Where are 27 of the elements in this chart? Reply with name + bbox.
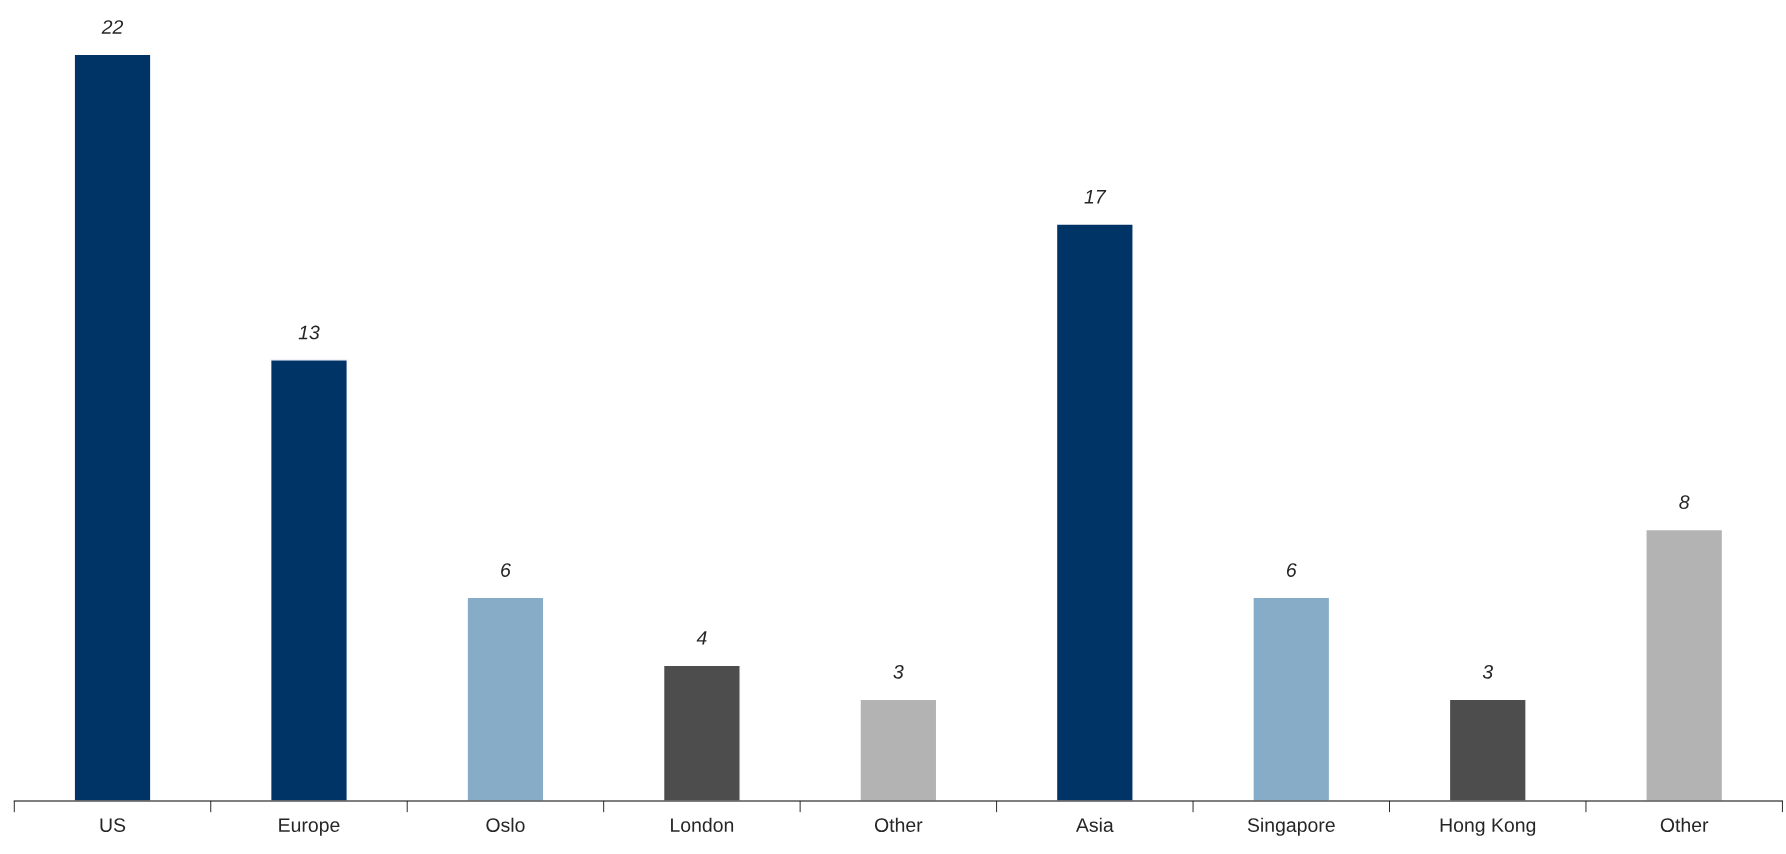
x-tick-label: Hong Kong xyxy=(1440,818,1536,836)
x-tick-label: Singapore xyxy=(1247,817,1335,836)
bar xyxy=(269,359,348,802)
x-tick-label: Other xyxy=(874,817,923,832)
bar xyxy=(1252,596,1331,802)
bar xyxy=(859,698,938,802)
bar xyxy=(1448,698,1527,802)
data-label: 13 xyxy=(298,325,320,340)
data-label: 6 xyxy=(501,563,511,577)
bar xyxy=(1055,223,1134,802)
data-label: 4 xyxy=(696,631,707,645)
x-tick-label: Europe xyxy=(279,818,340,836)
data-label: 8 xyxy=(1679,495,1690,510)
x-tick-label: London xyxy=(671,817,734,832)
data-label: 22 xyxy=(101,20,124,34)
bar xyxy=(466,596,545,802)
data-label: 3 xyxy=(893,664,904,679)
x-tick-label: Asia xyxy=(1075,817,1114,832)
bar xyxy=(1645,528,1724,802)
data-label: 17 xyxy=(1084,190,1107,204)
x-tick-label: Oslo xyxy=(486,817,525,832)
x-tick-label: Other xyxy=(1660,817,1709,832)
data-label: 6 xyxy=(1286,563,1297,577)
x-tick-label: US xyxy=(100,818,126,832)
data-label: 3 xyxy=(1482,664,1493,679)
bar xyxy=(662,664,741,802)
bar xyxy=(73,53,152,802)
